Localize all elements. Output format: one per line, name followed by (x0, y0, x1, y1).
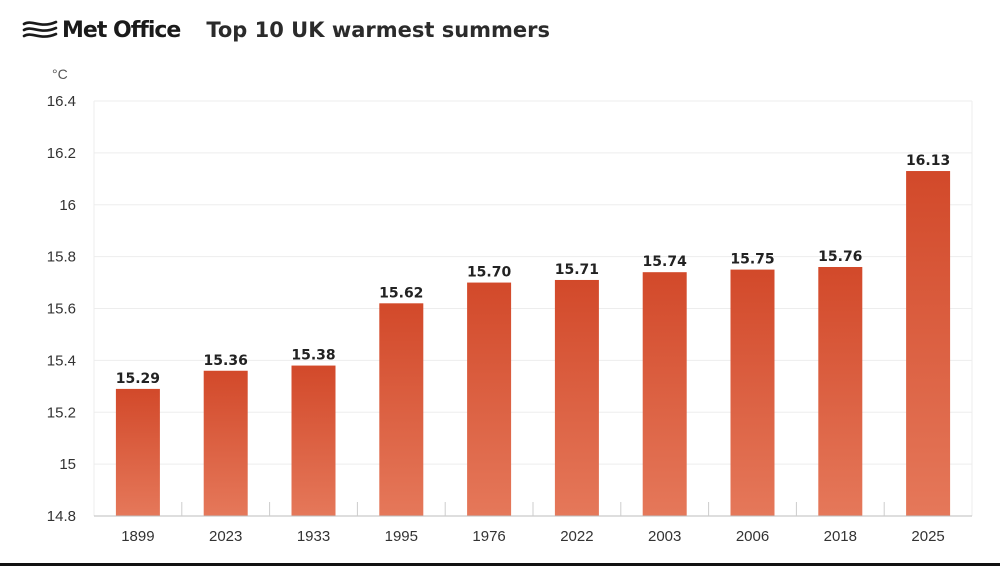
data-label: 16.13 (906, 153, 950, 169)
bar (291, 365, 336, 516)
met-office-logo[interactable]: Met Office (22, 17, 181, 43)
y-axis-unit: °C (52, 66, 68, 82)
header: Met Office Top 10 UK warmest summers (22, 10, 550, 50)
bar (554, 279, 599, 516)
met-office-swirl-icon (22, 18, 58, 42)
y-tick-label: 15 (59, 456, 76, 473)
data-label: 15.62 (379, 285, 423, 301)
y-tick-label: 15.2 (47, 404, 76, 421)
bottom-rule (0, 563, 1000, 566)
bar (730, 269, 775, 516)
x-tick-label: 2022 (560, 528, 593, 545)
data-label: 15.70 (467, 265, 512, 281)
data-label: 15.74 (643, 254, 688, 270)
data-label: 15.71 (555, 262, 599, 278)
data-label: 15.29 (116, 371, 160, 387)
x-tick-label: 2018 (824, 528, 857, 545)
bar (818, 267, 863, 516)
x-tick-label: 2025 (911, 528, 944, 545)
x-tick-label: 2023 (209, 528, 242, 545)
x-tick-label: 1995 (385, 528, 418, 545)
x-tick-label: 2006 (736, 528, 769, 545)
x-tick-label: 2003 (648, 528, 681, 545)
y-tick-label: 16.4 (47, 93, 76, 110)
data-label: 15.36 (204, 353, 248, 369)
bar (379, 303, 424, 516)
y-tick-label: 15.4 (47, 352, 76, 369)
bar (906, 171, 951, 516)
bar (642, 272, 687, 516)
y-tick-label: 15.6 (47, 301, 76, 318)
data-label: 15.38 (291, 348, 335, 364)
bar (115, 388, 160, 516)
y-tick-label: 16.2 (47, 145, 76, 162)
y-tick-label: 16 (59, 197, 76, 214)
y-tick-label: 15.8 (47, 249, 76, 266)
y-tick-label: 14.8 (47, 508, 76, 525)
x-tick-label: 1899 (121, 528, 154, 545)
x-tick-label: 1976 (472, 528, 505, 545)
data-label: 15.75 (730, 252, 774, 268)
chart-title: Top 10 UK warmest summers (206, 18, 551, 42)
brand-name: Met Office (62, 17, 181, 43)
data-label: 15.76 (818, 249, 862, 265)
bar (203, 370, 248, 516)
bar (467, 282, 512, 516)
x-tick-label: 1933 (297, 528, 330, 545)
